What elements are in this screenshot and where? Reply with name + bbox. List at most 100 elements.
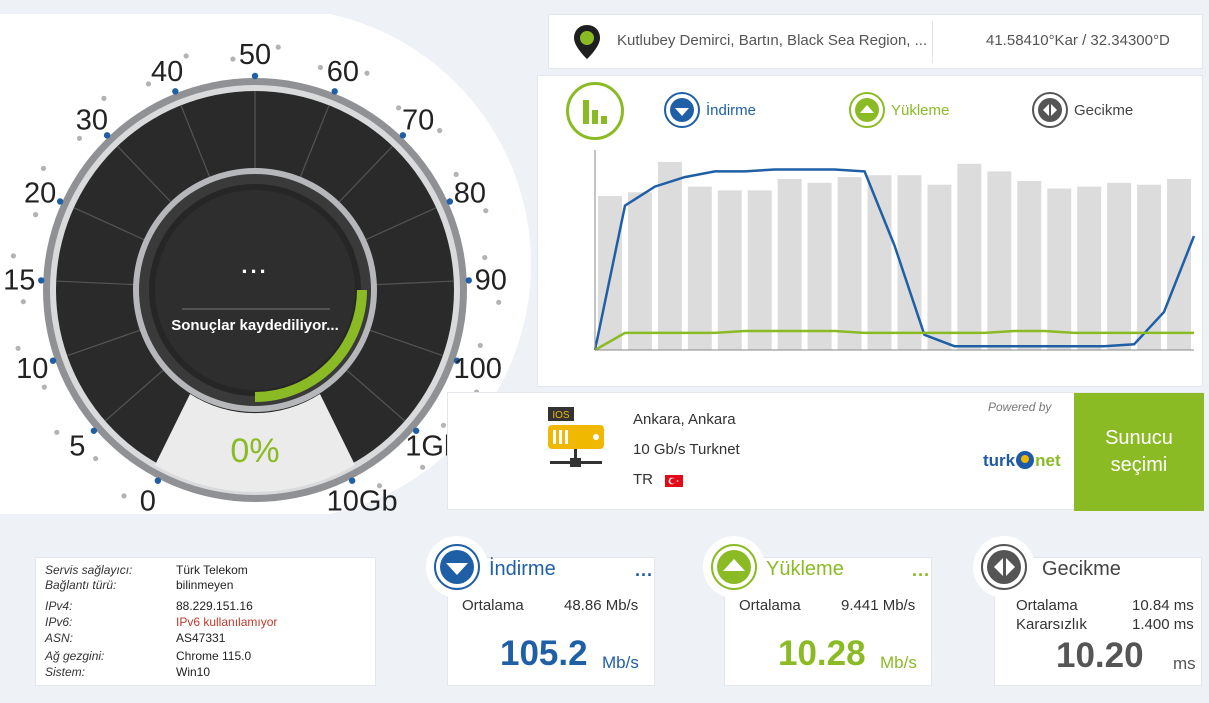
info-row-ipv4: IPv4: 88.229.151.16 (45, 599, 253, 613)
chart-bar (1107, 182, 1132, 350)
latency-title: Gecikme (1042, 558, 1121, 580)
gauge-tick-marker (103, 132, 111, 139)
gauge-segment-lines (56, 91, 454, 468)
gauge-segment-line (73, 207, 146, 241)
gauge-tick-marker (38, 277, 45, 284)
gauge-progress-dots: ... (241, 253, 268, 278)
download-title: İndirme (489, 558, 556, 580)
gauge-scale-dot (482, 254, 488, 261)
chart-bar (1047, 188, 1072, 350)
latency-value: 10.20 (1056, 636, 1144, 675)
chart-bar (777, 179, 802, 350)
gauge-tick-label: 15 (3, 264, 35, 296)
gauge-tick-marker (446, 198, 454, 205)
gauge-tick-marker (465, 277, 472, 284)
gauge-tick-marker (412, 427, 420, 434)
gauge-tick-label: 10Gb (327, 485, 398, 517)
gauge-segment-line (374, 280, 454, 286)
chart-bar (1137, 184, 1162, 350)
gauge-segment-line (104, 368, 166, 422)
legend-latency[interactable]: Gecikme (1032, 92, 1133, 128)
gauge-scale-dot (440, 422, 447, 428)
legend-upload[interactable]: Yükleme (849, 92, 949, 128)
gauge-tick-marker (172, 88, 179, 95)
upload-arrow-icon (849, 92, 885, 128)
gauge-tick-marker (348, 477, 356, 484)
gauge-tick-label: 30 (76, 104, 108, 136)
upload-result-card: Yükleme ... Ortalama 9.441 Mb/s 10.28 Mb… (703, 536, 932, 686)
location-name: Kutlubey Demirci, Bartın, Black Sea Regi… (617, 32, 928, 49)
gauge-scale-dot (15, 345, 21, 351)
upload-more-button[interactable]: ... (912, 560, 931, 580)
upload-avg-label: Ortalama (739, 597, 801, 614)
server-select-button[interactable]: Sunucu seçimi (1074, 393, 1204, 511)
latency-card-icon (973, 536, 1035, 598)
gauge-scale-dot (477, 342, 483, 349)
gauge-tick-label: 10 (16, 353, 48, 385)
gauge-scale-dot (10, 253, 16, 259)
gauge-tick-marker (251, 72, 259, 80)
download-icon (426, 536, 488, 598)
legend-download[interactable]: İndirme (664, 92, 756, 128)
gauge-scale-dot (54, 429, 60, 435)
gauge-tick-marker (154, 477, 162, 484)
download-more-button[interactable]: ... (635, 560, 654, 580)
speed-chart (593, 150, 1196, 352)
gauge-scale-dot (420, 464, 426, 470)
server-icon: IOS (548, 407, 604, 467)
gauge-segment-line (368, 329, 444, 357)
gauge-scale-dots (10, 44, 502, 499)
gauge-tick-label: 20 (24, 177, 56, 209)
gauge-bottom-segment (155, 394, 355, 492)
chart-toggle-button[interactable] (566, 82, 624, 140)
turkey-flag-icon (665, 475, 683, 487)
turknet-logo: turk net (983, 451, 1061, 470)
bar-chart-icon (583, 100, 607, 124)
gauge-scale-dot (183, 53, 189, 59)
gauge-scale-dot (20, 299, 26, 305)
gauge-scale-dot (376, 483, 383, 489)
chart-bars (598, 161, 1191, 350)
chart-bar (717, 190, 742, 350)
gauge-tick-markers (38, 72, 472, 484)
gauge-scale-dot (317, 64, 324, 71)
svg-text:IOS: IOS (552, 410, 570, 421)
gauge-segment-line (180, 105, 211, 179)
gauge-segment-line (344, 368, 406, 422)
legend-download-label: İndirme (706, 101, 757, 119)
gauge-segment-line (337, 145, 393, 204)
chart-bar (807, 182, 832, 350)
gauge-tick-label: 0 (140, 485, 156, 517)
gauge-scale-dot (230, 56, 236, 62)
chart-bar (1167, 179, 1191, 350)
info-row-asn: ASN: AS47331 (45, 631, 226, 645)
gauge-segment-line (56, 280, 136, 286)
chart-bar (657, 161, 682, 350)
location-separator (932, 21, 933, 63)
gauge-scale-dot (145, 81, 152, 87)
chart-bar (1017, 180, 1042, 350)
info-row-ipv6: IPv6: IPv6 kullanılamıyor (45, 615, 278, 629)
gauge-status-text: Sonuçlar kaydediliyor... (171, 317, 339, 334)
legend-latency-label: Gecikme (1074, 101, 1134, 119)
chart-bar (867, 175, 892, 350)
gauge-tick-marker (453, 357, 461, 364)
chart-series-download (593, 168, 1196, 351)
gauge-scale-dot (453, 171, 459, 177)
download-speed-unit: Mb/s (602, 653, 639, 672)
chart-bar (957, 163, 982, 350)
download-speed-value: 105.2 (500, 634, 588, 673)
chart-bar (747, 190, 772, 350)
latency-avg-value: 10.84 ms (1132, 597, 1194, 614)
latency-jitter-label: Kararsızlık (1016, 616, 1087, 633)
gauge-tick-label: 40 (151, 56, 183, 88)
chart-bar (1077, 186, 1102, 350)
gauge-tick-marker (56, 198, 64, 205)
latency-icon (1032, 92, 1068, 128)
gauge-tick-label: 5 (69, 430, 85, 462)
gauge-scale-dot (437, 127, 443, 134)
latency-avg-label: Ortalama (1016, 597, 1078, 614)
gauge-segment-line (117, 145, 173, 204)
download-avg-label: Ortalama (462, 597, 524, 614)
